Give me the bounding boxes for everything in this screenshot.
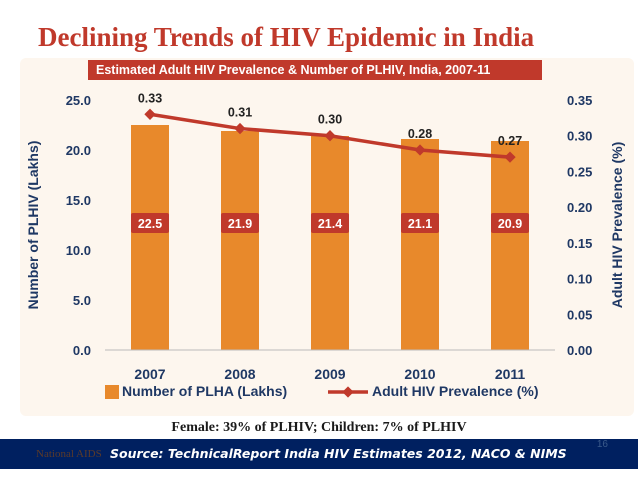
x-tick-label: 2007 [134, 366, 165, 382]
prevalence-value-label: 0.30 [318, 113, 342, 127]
bar-value-label: 21.9 [228, 217, 252, 231]
y-left-tick-label: 10.0 [66, 243, 91, 258]
bar-label-box [221, 213, 259, 233]
prevalence-value-label: 0.27 [498, 134, 522, 148]
bar-2008 [221, 131, 259, 350]
chart: 0.0 5.0 10.0 15.0 20.0 25.0 0.00 0.05 0.10 0.15 0.… [25, 91, 625, 399]
slide-title: Declining Trends of HIV Epidemic in Indi… [38, 22, 535, 52]
bar-2009 [311, 136, 349, 350]
source-faint-text: National AIDS [36, 448, 102, 460]
prevalence-point [414, 144, 426, 156]
prevalence-point [324, 130, 336, 142]
prevalence-point [504, 151, 516, 163]
y-right-tick-label: 0.10 [567, 272, 592, 287]
bar-label-box [401, 213, 439, 233]
y-left-tick-label: 5.0 [73, 293, 91, 308]
y-right-tick-label: 0.20 [567, 200, 592, 215]
y-left-tick-label: 25.0 [66, 93, 91, 108]
prevalence-value-label: 0.28 [408, 127, 432, 141]
legend-label-line: Adult HIV Prevalence (%) [372, 383, 539, 399]
y-left-axis-title: Number of PLHIV (Lakhs) [25, 141, 41, 310]
y-right-tick-label: 0.00 [567, 343, 592, 358]
y-left-tick-label: 15.0 [66, 193, 91, 208]
x-tick-label: 2008 [224, 366, 255, 382]
footnote: Female: 39% of PLHIV; Children: 7% of PL… [171, 420, 467, 435]
bar-label-box [131, 213, 169, 233]
prevalence-point [144, 108, 156, 120]
chart-title: Estimated Adult HIV Prevalence & Number … [88, 60, 542, 80]
x-tick-label: 2010 [404, 366, 435, 382]
y-left-tick-label: 20.0 [66, 143, 91, 158]
y-left-tick-label: 0.0 [73, 343, 91, 358]
bar-2010 [401, 139, 439, 350]
y-right-tick-label: 0.15 [567, 236, 592, 251]
prevalence-value-label: 0.31 [228, 106, 252, 120]
y-right-tick-label: 0.35 [567, 93, 592, 108]
page-number: 16 [596, 439, 608, 450]
legend-swatch-marker [342, 386, 354, 398]
bar-value-label: 21.4 [318, 217, 342, 231]
y-right-tick-label: 0.30 [567, 129, 592, 144]
bar-label-box [491, 213, 529, 233]
x-tick-label: 2011 [495, 366, 526, 382]
bar-value-label: 20.9 [498, 217, 522, 231]
source-text: Source: TechnicalReport India HIV Estima… [110, 446, 567, 461]
bar-value-label: 22.5 [138, 217, 162, 231]
source-bar: National AIDS Source: TechnicalReport In… [0, 439, 638, 469]
legend-label-bars: Number of PLHA (Lakhs) [122, 383, 287, 399]
x-tick-label: 2009 [314, 366, 345, 382]
y-right-tick-label: 0.05 [567, 307, 592, 322]
legend-swatch-bars [105, 385, 119, 399]
bar-value-label: 21.1 [408, 217, 432, 231]
bar-2007 [131, 125, 169, 350]
prevalence-value-label: 0.33 [138, 91, 162, 105]
y-right-tick-label: 0.25 [567, 164, 592, 179]
y-right-axis-title: Adult HIV Prevalence (%) [609, 142, 625, 309]
bar-label-box [311, 213, 349, 233]
bar-2011 [491, 141, 529, 350]
